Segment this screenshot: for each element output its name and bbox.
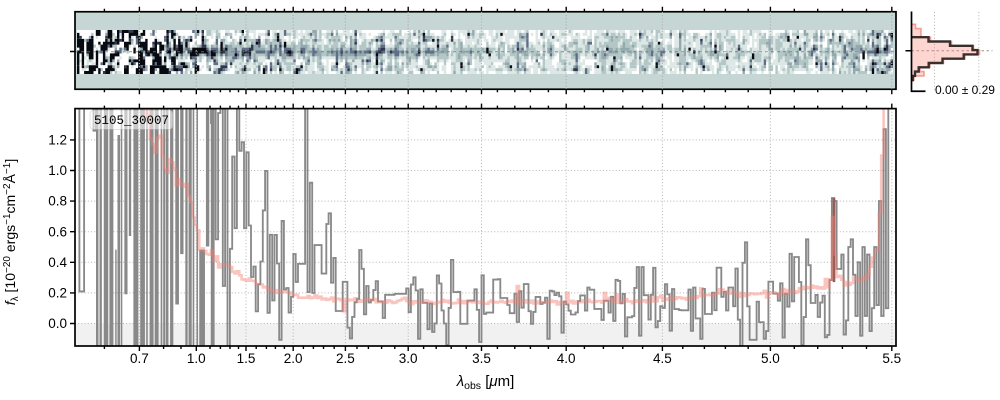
- svg-text:5105_30007: 5105_30007: [94, 114, 169, 128]
- svg-text:5.5: 5.5: [882, 351, 901, 366]
- svg-text:1.2: 1.2: [48, 133, 67, 148]
- svg-text:fλ [10−20 ergs−1cm−2Å−1]: fλ [10−20 ergs−1cm−2Å−1]: [2, 159, 21, 305]
- svg-text:3.0: 3.0: [399, 351, 418, 366]
- svg-text:2.5: 2.5: [336, 351, 355, 366]
- svg-text:1.0: 1.0: [48, 163, 67, 178]
- svg-text:2.0: 2.0: [284, 351, 303, 366]
- svg-text:3.5: 3.5: [472, 351, 491, 366]
- svg-text:4.0: 4.0: [557, 351, 576, 366]
- svg-text:0.0: 0.0: [48, 316, 67, 331]
- svg-text:0.6: 0.6: [48, 224, 67, 239]
- svg-text:5.0: 5.0: [761, 351, 780, 366]
- svg-text:0.4: 0.4: [48, 255, 67, 270]
- svg-text:0.2: 0.2: [48, 286, 67, 301]
- svg-text:0.00 ± 0.29: 0.00 ± 0.29: [935, 83, 995, 97]
- svg-text:1.0: 1.0: [187, 351, 206, 366]
- svg-text:4.5: 4.5: [653, 351, 672, 366]
- svg-text:0.8: 0.8: [48, 194, 67, 209]
- svg-text:λobs [μm]: λobs [μm]: [456, 373, 515, 392]
- svg-text:1.5: 1.5: [237, 351, 256, 366]
- svg-text:0.7: 0.7: [130, 351, 149, 366]
